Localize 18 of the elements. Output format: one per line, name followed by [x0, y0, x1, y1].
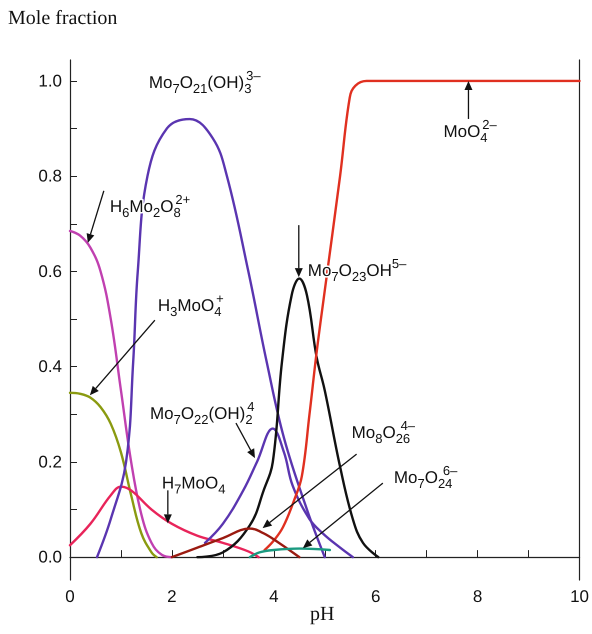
x-tick-label: 4: [269, 587, 279, 606]
y-tick-label: 1.0: [38, 71, 62, 90]
y-tick-label: 0.2: [38, 452, 62, 472]
x-tick-label: 2: [167, 587, 177, 606]
x-tick-label: 0: [65, 587, 75, 606]
annotation: H$_{7}$MoO$_{4}$: [162, 473, 226, 496]
x-axis-title: pH: [310, 603, 334, 625]
x-tick-label: 6: [370, 587, 380, 606]
y-tick-label: 0.0: [38, 548, 62, 567]
y-tick-label: 0.8: [38, 166, 62, 186]
line-series: [248, 547, 332, 558]
line-series: [170, 527, 300, 558]
x-tick-label: 10: [570, 587, 590, 606]
y-axis-title: Mole fraction: [8, 7, 118, 29]
y-tick-label: 0.6: [38, 262, 62, 281]
x-tick-label: 8: [472, 587, 482, 606]
line-series: [263, 80, 581, 552]
y-tick-label: 0.4: [38, 357, 62, 376]
